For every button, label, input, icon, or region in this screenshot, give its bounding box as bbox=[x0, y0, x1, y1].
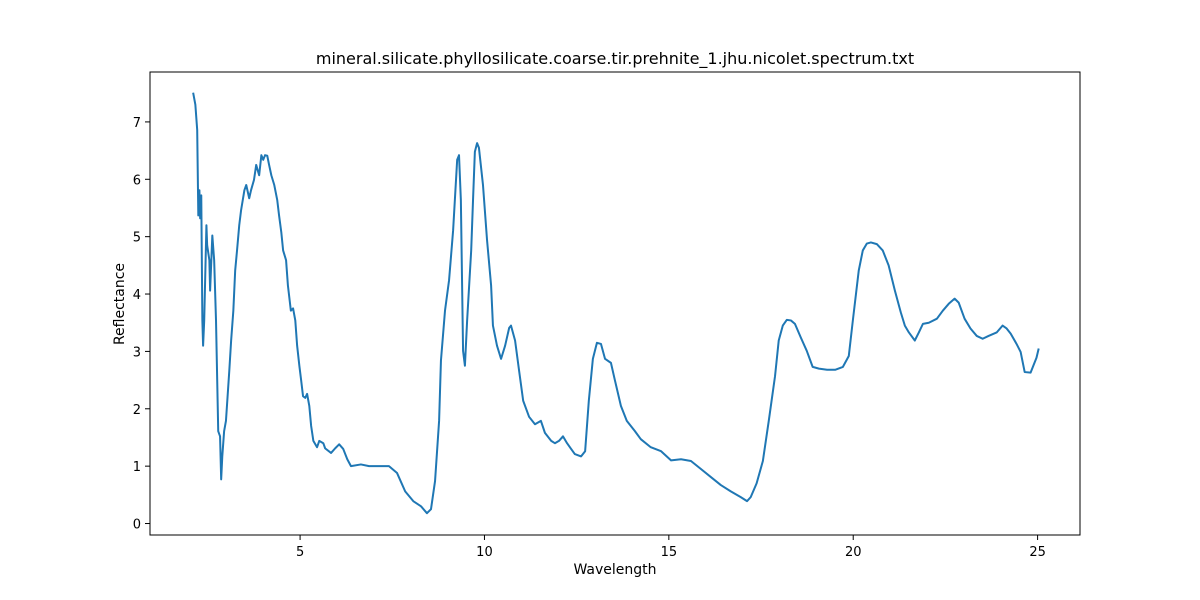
chart-title: mineral.silicate.phyllosilicate.coarse.t… bbox=[316, 49, 914, 69]
y-tick-label: 3 bbox=[133, 345, 141, 360]
x-tick-label: 5 bbox=[296, 545, 304, 560]
y-tick-label: 1 bbox=[133, 460, 141, 475]
y-tick-label: 2 bbox=[133, 403, 141, 418]
y-axis-label: Reflectance bbox=[112, 263, 128, 345]
x-axis-label: Wavelength bbox=[573, 562, 656, 578]
x-tick-label: 10 bbox=[476, 545, 493, 560]
y-tick-label: 6 bbox=[133, 173, 141, 188]
x-tick-label: 20 bbox=[845, 545, 862, 560]
x-tick-label: 15 bbox=[661, 545, 678, 560]
y-tick-label: 0 bbox=[133, 518, 141, 533]
data-line bbox=[192, 92, 1040, 515]
y-tick-label: 4 bbox=[133, 288, 141, 303]
plot-frame bbox=[149, 71, 1081, 536]
y-tick-label: 5 bbox=[133, 231, 141, 246]
y-tick-label: 7 bbox=[133, 116, 141, 131]
x-tick-label: 25 bbox=[1029, 545, 1046, 560]
